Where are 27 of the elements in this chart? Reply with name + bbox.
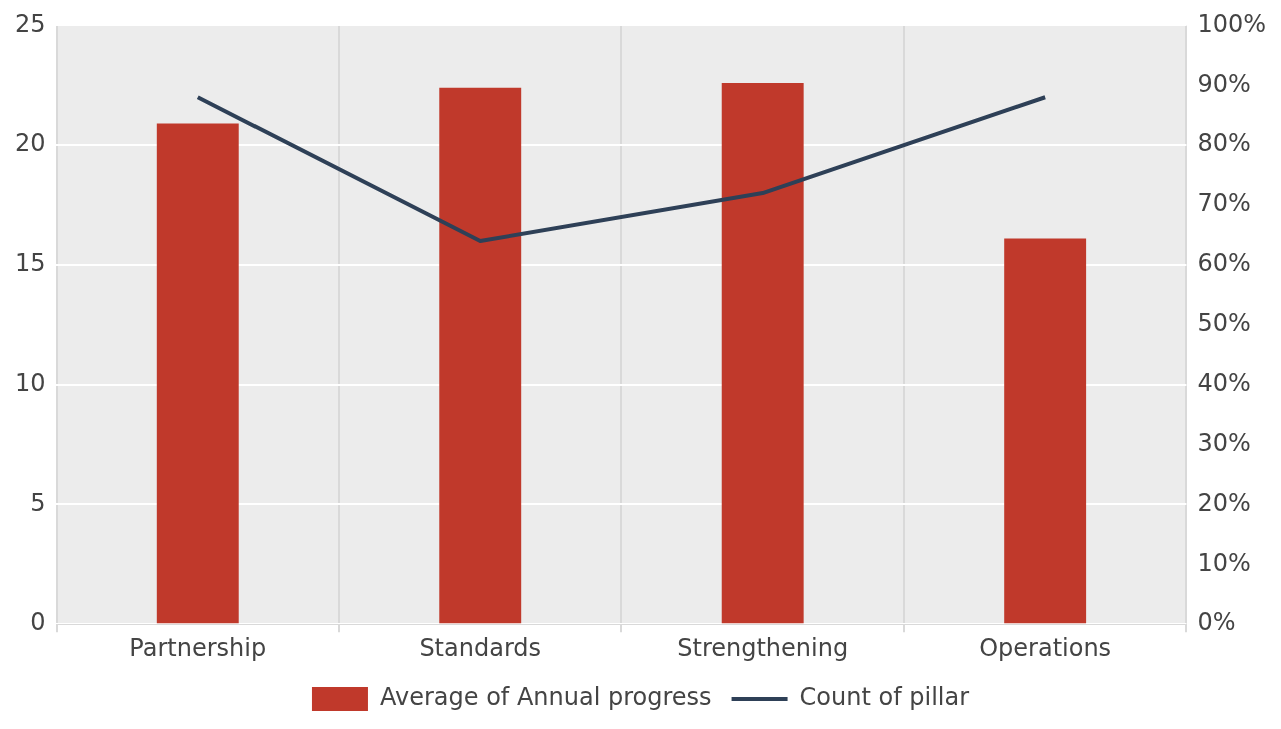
bar	[156, 123, 239, 624]
y2-tick-label: 30%	[1197, 428, 1251, 457]
bar	[721, 82, 804, 624]
y2-tick-label: 80%	[1197, 129, 1251, 158]
y2-tick-label: 100%	[1197, 9, 1267, 38]
y-tick-label: 5	[30, 488, 46, 517]
legend-label: Count of pillar	[799, 683, 970, 712]
legend-label: Average of Annual progress	[379, 683, 712, 712]
bar	[1004, 238, 1087, 624]
y-tick-label: 20	[14, 129, 46, 158]
bar	[439, 87, 522, 624]
y-tick-label: 10	[14, 368, 46, 397]
y2-tick-label: 10%	[1197, 548, 1251, 577]
x-tick-label: Standards	[419, 633, 542, 662]
y-tick-label: 0	[30, 608, 46, 637]
y2-tick-label: 0%	[1197, 608, 1236, 637]
y2-tick-label: 90%	[1197, 69, 1251, 98]
y-tick-label: 15	[14, 249, 46, 278]
y2-tick-label: 70%	[1197, 189, 1251, 218]
x-tick-label: Partnership	[129, 633, 267, 662]
y2-tick-label: 50%	[1197, 309, 1251, 338]
x-tick-label: Strengthening	[677, 633, 849, 662]
y-tick-label: 25	[14, 9, 46, 38]
x-tick-label: Operations	[979, 633, 1112, 662]
y2-tick-label: 40%	[1197, 368, 1251, 397]
y2-tick-label: 20%	[1197, 488, 1251, 517]
y2-tick-label: 60%	[1197, 249, 1251, 278]
